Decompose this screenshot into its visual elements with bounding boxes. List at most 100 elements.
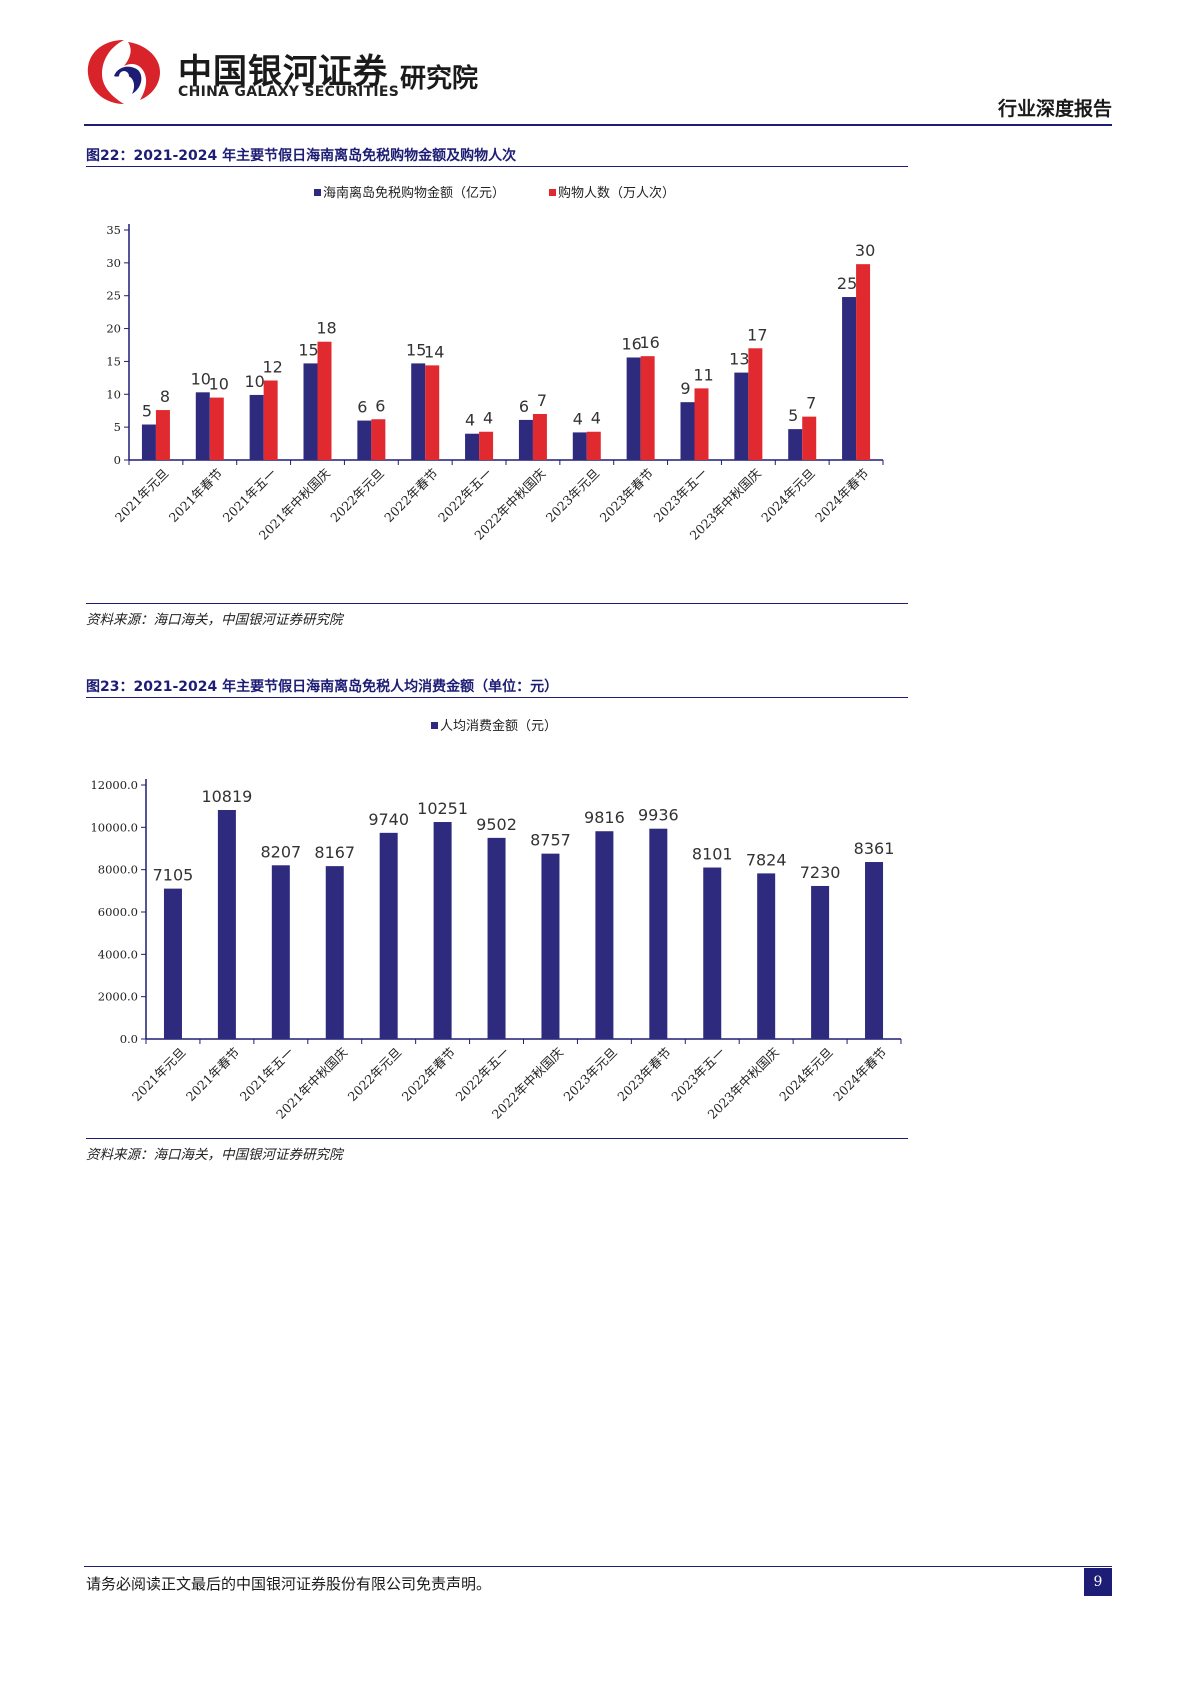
x-category-label: 2022年元旦 — [345, 1045, 405, 1105]
data-label: 4 — [591, 409, 601, 428]
figure-23-bottom-rule — [86, 1138, 908, 1139]
brand-name-cn: 中国银河证券 — [178, 52, 388, 92]
bar — [541, 853, 560, 1039]
bar — [595, 831, 614, 1039]
x-category-label: 2023年春节 — [597, 466, 657, 526]
data-label: 4 — [465, 411, 475, 430]
data-label: 9936 — [638, 806, 679, 825]
data-label: 4 — [483, 409, 493, 428]
bar — [748, 348, 763, 460]
header-divider — [84, 124, 1112, 126]
bar — [379, 832, 398, 1039]
data-label: 10251 — [417, 799, 468, 818]
data-label: 10 — [244, 372, 264, 391]
figure-22-source: 资料来源：海口海关，中国银河证券研究院 — [86, 612, 343, 628]
data-label: 7230 — [800, 863, 841, 882]
data-label: 8 — [160, 387, 170, 406]
report-type: 行业深度报告 — [997, 98, 1112, 120]
bar — [842, 297, 857, 460]
x-category-label: 2021年五一 — [220, 466, 280, 526]
data-label: 16 — [639, 333, 659, 352]
bar — [263, 380, 278, 460]
data-label: 16 — [621, 334, 641, 353]
bar — [811, 885, 830, 1039]
chart-22: 海南离岛免税购物金额（亿元） 购物人数（万人次） 0 5 10 15 20 25 30 35 5 10… — [106, 185, 884, 543]
x-category-label: 2024年春节 — [812, 466, 872, 526]
figure-22-top-rule — [86, 166, 908, 167]
bar — [411, 363, 426, 460]
footer-divider — [84, 1566, 1112, 1567]
bar — [371, 419, 386, 460]
data-label: 12 — [262, 357, 282, 376]
page-header: 中国银河证券 CHINA GALAXY SECURITIES 研究院 行业深度报… — [0, 0, 1190, 130]
y-tick-label: 0 — [114, 453, 121, 467]
data-label: 6 — [375, 396, 385, 415]
y-tick-label: 12000.0 — [90, 778, 138, 792]
legend-label: 人均消费金额（元） — [440, 718, 557, 734]
bar — [856, 264, 871, 460]
x-category-label: 2023年五一 — [650, 466, 710, 526]
legend-label: 购物人数（万人次） — [558, 185, 675, 201]
data-label: 4 — [573, 409, 583, 428]
bar — [518, 419, 533, 460]
bar — [802, 416, 817, 460]
data-label: 10819 — [201, 787, 252, 806]
bar — [209, 397, 224, 460]
page-number: 9 — [1084, 1568, 1112, 1596]
bar — [163, 888, 182, 1039]
x-category-label: 2024年元旦 — [776, 1045, 836, 1105]
bar — [694, 388, 709, 460]
x-category-label: 2021年五一 — [237, 1045, 297, 1105]
x-category-label: 2022年五一 — [435, 466, 495, 526]
data-label: 8101 — [692, 845, 733, 864]
bar — [757, 873, 776, 1039]
bar — [325, 866, 344, 1039]
bar — [640, 356, 655, 460]
chart-23: 人均消费金额（元） 0.0 2000.0 4000.0 6000.0 8000.0 1000… — [90, 718, 902, 1122]
data-label: 7105 — [153, 866, 194, 885]
brand-institute: 研究院 — [400, 64, 479, 94]
y-tick-label: 10 — [106, 387, 121, 401]
figure-23-title: 图23：2021-2024 年主要节假日海南离岛免税人均消费金额（单位：元） — [86, 679, 559, 695]
x-category-label: 2024年元旦 — [758, 466, 818, 526]
y-tick-label: 6000.0 — [98, 905, 138, 919]
data-label: 17 — [747, 325, 767, 344]
data-label: 14 — [424, 342, 444, 361]
data-label: 15 — [406, 340, 426, 359]
figure-23-top-rule — [86, 697, 908, 698]
x-category-label: 2022年五一 — [453, 1045, 513, 1105]
data-label: 9816 — [584, 808, 625, 827]
x-category-label: 2021年春节 — [166, 466, 226, 526]
data-label: 8361 — [854, 839, 895, 858]
bar — [155, 410, 170, 460]
data-label: 8757 — [530, 831, 571, 850]
bar — [249, 394, 264, 460]
y-tick-label: 2000.0 — [98, 990, 138, 1004]
data-label: 15 — [298, 340, 318, 359]
bar — [532, 414, 547, 460]
y-tick-label: 10000.0 — [90, 820, 138, 834]
figure-22-title: 图22：2021-2024 年主要节假日海南离岛免税购物金额及购物人次 — [86, 148, 517, 164]
x-category-label: 2022年春节 — [381, 466, 441, 526]
y-tick-label: 5 — [114, 420, 121, 434]
bar — [572, 432, 587, 460]
galaxy-logo-icon — [87, 40, 160, 104]
data-label: 7 — [806, 394, 816, 413]
legend-swatch — [549, 189, 556, 196]
bar — [703, 867, 722, 1039]
data-label: 11 — [693, 365, 713, 384]
x-category-label: 2021年春节 — [183, 1045, 243, 1105]
y-tick-label: 20 — [106, 322, 121, 336]
data-label: 18 — [316, 319, 336, 338]
figure-23-source: 资料来源：海口海关，中国银河证券研究院 — [86, 1147, 343, 1163]
x-category-label: 2023年五一 — [668, 1045, 728, 1105]
bar — [317, 341, 332, 460]
data-label: 6 — [519, 397, 529, 416]
bar — [357, 420, 372, 460]
figure-22-bottom-rule — [86, 603, 908, 604]
bar — [271, 865, 290, 1039]
data-label: 13 — [729, 350, 749, 369]
data-label: 6 — [357, 398, 367, 417]
bar — [465, 433, 480, 460]
y-tick-label: 30 — [106, 256, 121, 270]
